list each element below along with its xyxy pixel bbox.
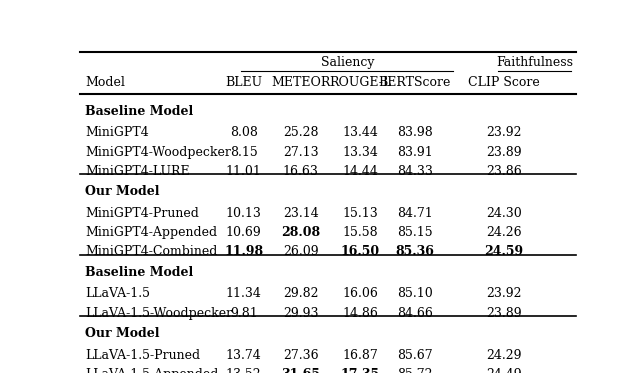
- Text: 16.50: 16.50: [340, 245, 380, 258]
- Text: Baseline Model: Baseline Model: [85, 104, 193, 117]
- Text: Our Model: Our Model: [85, 327, 159, 340]
- Text: 17.35: 17.35: [340, 368, 380, 373]
- Text: 27.36: 27.36: [283, 349, 319, 361]
- Text: 16.63: 16.63: [283, 165, 319, 178]
- Text: 85.67: 85.67: [397, 349, 433, 361]
- Text: 24.49: 24.49: [486, 368, 522, 373]
- Text: 24.26: 24.26: [486, 226, 522, 239]
- Text: MiniGPT4-Combined: MiniGPT4-Combined: [85, 245, 218, 258]
- Text: 28.08: 28.08: [281, 226, 320, 239]
- Text: 23.89: 23.89: [486, 307, 522, 320]
- Text: 11.01: 11.01: [226, 165, 262, 178]
- Text: ROUGE-L: ROUGE-L: [329, 76, 391, 90]
- Text: 83.98: 83.98: [397, 126, 433, 140]
- Text: MiniGPT4: MiniGPT4: [85, 126, 148, 140]
- Text: 26.09: 26.09: [283, 245, 319, 258]
- Text: 24.29: 24.29: [486, 349, 522, 361]
- Text: 13.74: 13.74: [226, 349, 262, 361]
- Text: 23.89: 23.89: [486, 146, 522, 159]
- Text: Saliency: Saliency: [321, 56, 374, 69]
- Text: METEOR: METEOR: [271, 76, 330, 90]
- Text: 29.82: 29.82: [283, 287, 319, 300]
- Text: 10.69: 10.69: [226, 226, 262, 239]
- Text: 8.15: 8.15: [230, 146, 257, 159]
- Text: BERTScore: BERTScore: [379, 76, 451, 90]
- Text: LLaVA-1.5-Appended: LLaVA-1.5-Appended: [85, 368, 218, 373]
- Text: BLEU: BLEU: [225, 76, 262, 90]
- Text: 85.36: 85.36: [396, 245, 434, 258]
- Text: 23.92: 23.92: [486, 126, 522, 140]
- Text: 15.13: 15.13: [342, 207, 378, 220]
- Text: 27.13: 27.13: [283, 146, 319, 159]
- Text: Faithfulness: Faithfulness: [497, 56, 573, 69]
- Text: 9.81: 9.81: [230, 307, 257, 320]
- Text: 13.52: 13.52: [226, 368, 262, 373]
- Text: 23.14: 23.14: [283, 207, 319, 220]
- Text: 23.86: 23.86: [486, 165, 522, 178]
- Text: 16.06: 16.06: [342, 287, 378, 300]
- Text: 85.15: 85.15: [397, 226, 433, 239]
- Text: Our Model: Our Model: [85, 185, 159, 198]
- Text: 24.30: 24.30: [486, 207, 522, 220]
- Text: 25.28: 25.28: [283, 126, 319, 140]
- Text: 16.87: 16.87: [342, 349, 378, 361]
- Text: 84.66: 84.66: [397, 307, 433, 320]
- Text: 15.58: 15.58: [342, 226, 378, 239]
- Text: CLIP Score: CLIP Score: [468, 76, 540, 90]
- Text: 84.33: 84.33: [397, 165, 433, 178]
- Text: 13.44: 13.44: [342, 126, 378, 140]
- Text: 23.92: 23.92: [486, 287, 522, 300]
- Text: MiniGPT4-Pruned: MiniGPT4-Pruned: [85, 207, 199, 220]
- Text: Baseline Model: Baseline Model: [85, 266, 193, 279]
- Text: 29.93: 29.93: [283, 307, 319, 320]
- Text: 85.10: 85.10: [397, 287, 433, 300]
- Text: 11.98: 11.98: [224, 245, 263, 258]
- Text: MiniGPT4-Appended: MiniGPT4-Appended: [85, 226, 217, 239]
- Text: LLaVA-1.5: LLaVA-1.5: [85, 287, 150, 300]
- Text: LLaVA-1.5-Woodpecker: LLaVA-1.5-Woodpecker: [85, 307, 232, 320]
- Text: 14.86: 14.86: [342, 307, 378, 320]
- Text: 31.65: 31.65: [281, 368, 320, 373]
- Text: LLaVA-1.5-Pruned: LLaVA-1.5-Pruned: [85, 349, 200, 361]
- Text: 11.34: 11.34: [226, 287, 262, 300]
- Text: 8.08: 8.08: [230, 126, 258, 140]
- Text: MiniGPT4-LURE: MiniGPT4-LURE: [85, 165, 189, 178]
- Text: 84.71: 84.71: [397, 207, 433, 220]
- Text: 85.72: 85.72: [397, 368, 433, 373]
- Text: 13.34: 13.34: [342, 146, 378, 159]
- Text: Model: Model: [85, 76, 125, 90]
- Text: 10.13: 10.13: [226, 207, 262, 220]
- Text: MiniGPT4-Woodpecker: MiniGPT4-Woodpecker: [85, 146, 231, 159]
- Text: 24.59: 24.59: [484, 245, 524, 258]
- Text: 14.44: 14.44: [342, 165, 378, 178]
- Text: 83.91: 83.91: [397, 146, 433, 159]
